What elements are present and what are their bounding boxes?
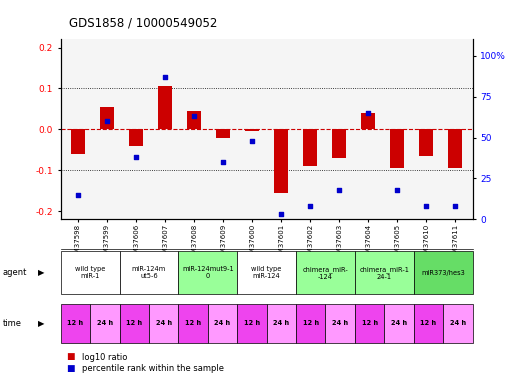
Point <box>103 118 111 124</box>
Text: 12 h: 12 h <box>185 320 201 326</box>
Text: 24 h: 24 h <box>97 320 113 326</box>
Text: 24 h: 24 h <box>156 320 172 326</box>
Bar <box>419 129 433 156</box>
Text: ■: ■ <box>66 364 74 373</box>
Point <box>364 110 372 116</box>
Text: wild type
miR-1: wild type miR-1 <box>75 266 105 279</box>
Text: 12 h: 12 h <box>126 320 143 326</box>
Bar <box>274 129 288 193</box>
Bar <box>216 129 230 138</box>
Text: chimera_miR-1
24-1: chimera_miR-1 24-1 <box>360 266 409 280</box>
Text: 24 h: 24 h <box>332 320 348 326</box>
Text: 24 h: 24 h <box>274 320 289 326</box>
Point <box>248 138 257 144</box>
Text: agent: agent <box>3 268 27 278</box>
Text: 24 h: 24 h <box>214 320 231 326</box>
Text: GDS1858 / 10000549052: GDS1858 / 10000549052 <box>69 17 217 30</box>
Text: ▶: ▶ <box>38 268 44 278</box>
Text: time: time <box>3 319 22 328</box>
Text: 24 h: 24 h <box>391 320 407 326</box>
Text: 24 h: 24 h <box>450 320 466 326</box>
Text: 12 h: 12 h <box>244 320 260 326</box>
Text: log10 ratio: log10 ratio <box>82 352 127 362</box>
Text: ▶: ▶ <box>38 319 44 328</box>
Text: wild type
miR-124: wild type miR-124 <box>251 266 282 279</box>
Text: 12 h: 12 h <box>68 320 83 326</box>
Bar <box>361 113 375 129</box>
Text: miR-124mut9-1
0: miR-124mut9-1 0 <box>182 266 233 279</box>
Point <box>393 187 401 193</box>
Bar <box>448 129 463 168</box>
Point <box>219 159 228 165</box>
Bar <box>129 129 144 146</box>
Bar <box>332 129 346 158</box>
Bar <box>71 129 86 154</box>
Text: 12 h: 12 h <box>420 320 437 326</box>
Point <box>277 211 285 217</box>
Bar <box>303 129 317 166</box>
Point <box>422 203 430 209</box>
Bar <box>100 107 115 129</box>
Point <box>335 187 343 193</box>
Bar <box>390 129 404 168</box>
Text: miR373/hes3: miR373/hes3 <box>421 270 465 276</box>
Point <box>306 203 314 209</box>
Point <box>132 154 140 160</box>
Text: chimera_miR-
-124: chimera_miR- -124 <box>303 266 348 280</box>
Bar <box>245 129 259 131</box>
Point <box>161 74 169 80</box>
Text: 12 h: 12 h <box>362 320 378 326</box>
Point <box>451 203 459 209</box>
Text: ■: ■ <box>66 352 74 362</box>
Text: percentile rank within the sample: percentile rank within the sample <box>82 364 224 373</box>
Point <box>190 113 199 119</box>
Text: 12 h: 12 h <box>303 320 319 326</box>
Text: miR-124m
ut5-6: miR-124m ut5-6 <box>132 266 166 279</box>
Bar <box>158 86 172 129</box>
Point <box>74 192 82 198</box>
Bar <box>187 111 201 129</box>
